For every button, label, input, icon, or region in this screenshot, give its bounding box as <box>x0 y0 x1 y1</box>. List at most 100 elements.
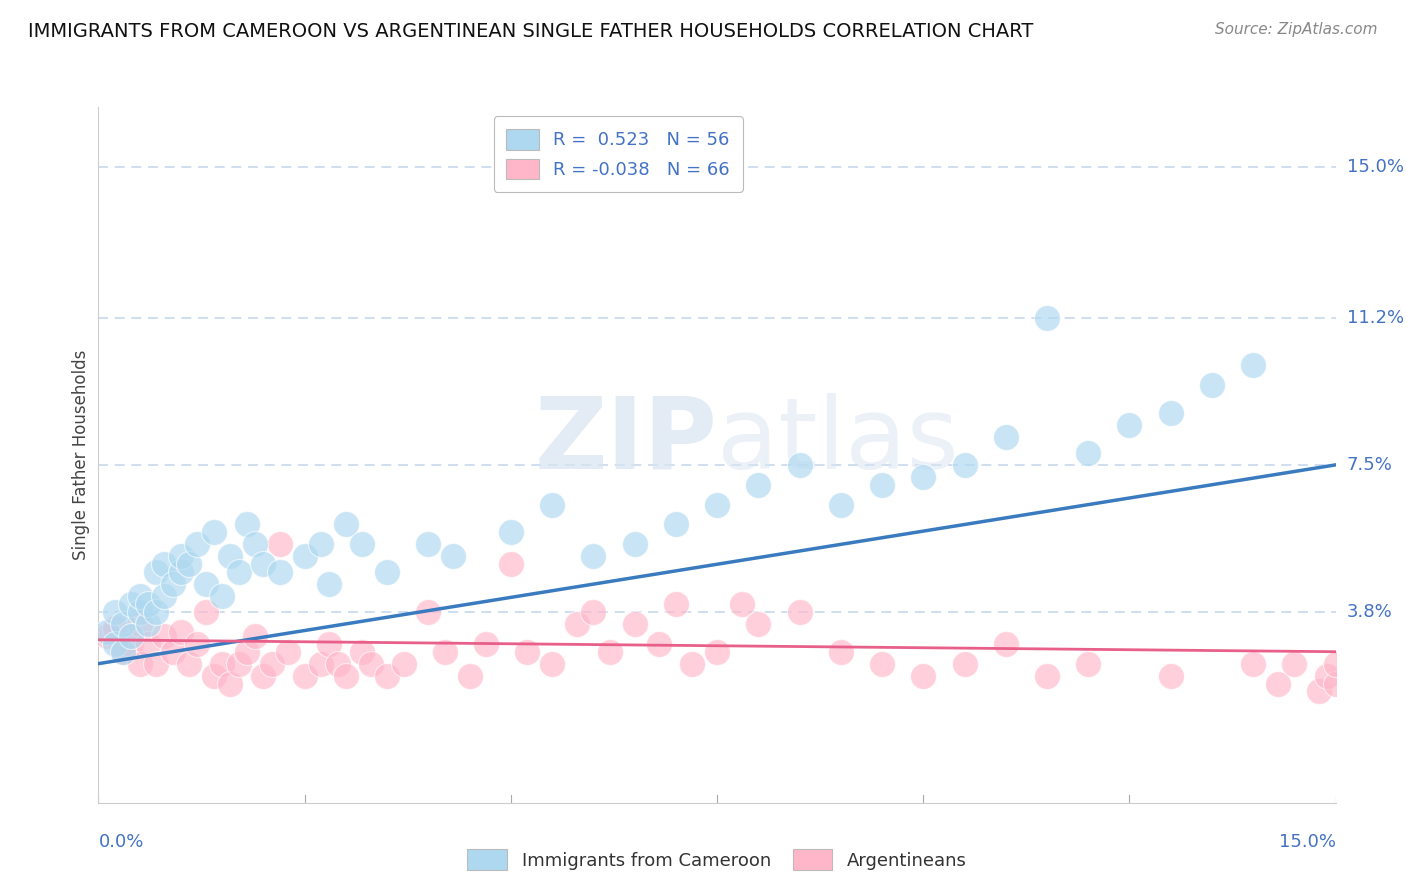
Point <box>1201 378 1223 392</box>
Point <box>441 549 464 564</box>
Text: Source: ZipAtlas.com: Source: ZipAtlas.com <box>1215 22 1378 37</box>
Point <box>120 629 142 643</box>
Point <box>375 565 398 579</box>
Point <box>236 517 259 532</box>
Point <box>294 549 316 564</box>
Point <box>153 629 176 643</box>
Point <box>499 558 522 572</box>
Point <box>136 597 159 611</box>
Point <box>458 668 481 682</box>
Legend: Immigrants from Cameroon, Argentineans: Immigrants from Cameroon, Argentineans <box>460 842 974 877</box>
Point <box>170 565 193 579</box>
Point <box>179 558 201 572</box>
Point <box>228 657 250 671</box>
Point <box>136 637 159 651</box>
Point <box>1160 668 1182 682</box>
Point <box>170 624 193 639</box>
Point <box>162 577 184 591</box>
Point <box>582 605 605 619</box>
Point <box>912 470 935 484</box>
Point <box>243 629 266 643</box>
Point <box>1324 657 1347 671</box>
Point <box>912 668 935 682</box>
Point <box>681 657 703 671</box>
Point <box>830 498 852 512</box>
Point <box>352 645 374 659</box>
Point <box>1241 359 1264 373</box>
Point <box>96 629 118 643</box>
Point <box>128 605 150 619</box>
Point <box>112 645 135 659</box>
Point <box>1077 657 1099 671</box>
Point <box>360 657 382 671</box>
Point <box>1308 684 1330 698</box>
Point <box>252 558 274 572</box>
Point <box>309 657 332 671</box>
Point <box>179 657 201 671</box>
Point <box>1036 668 1059 682</box>
Point <box>243 537 266 551</box>
Y-axis label: Single Father Households: Single Father Households <box>72 350 90 560</box>
Point <box>706 645 728 659</box>
Point <box>433 645 456 659</box>
Point <box>186 637 208 651</box>
Point <box>789 605 811 619</box>
Point <box>128 657 150 671</box>
Text: 0.0%: 0.0% <box>98 833 143 851</box>
Point <box>475 637 498 651</box>
Point <box>104 637 127 651</box>
Point <box>623 616 645 631</box>
Point <box>153 558 176 572</box>
Text: 7.5%: 7.5% <box>1347 456 1393 474</box>
Point <box>582 549 605 564</box>
Point <box>269 537 291 551</box>
Point <box>228 565 250 579</box>
Point <box>1160 406 1182 420</box>
Point <box>145 657 167 671</box>
Point <box>1036 310 1059 325</box>
Text: 11.2%: 11.2% <box>1347 309 1405 326</box>
Point <box>294 668 316 682</box>
Point <box>706 498 728 512</box>
Point <box>623 537 645 551</box>
Point <box>375 668 398 682</box>
Point <box>202 668 225 682</box>
Point <box>392 657 415 671</box>
Point <box>1118 418 1140 433</box>
Point <box>153 589 176 603</box>
Point <box>112 645 135 659</box>
Point <box>104 605 127 619</box>
Point <box>830 645 852 659</box>
Point <box>870 477 893 491</box>
Point <box>418 605 440 619</box>
Point <box>648 637 671 651</box>
Point <box>96 624 118 639</box>
Point <box>236 645 259 659</box>
Point <box>747 616 769 631</box>
Text: 15.0%: 15.0% <box>1278 833 1336 851</box>
Point <box>1284 657 1306 671</box>
Point <box>104 621 127 635</box>
Text: 15.0%: 15.0% <box>1347 158 1403 176</box>
Point <box>120 597 142 611</box>
Point <box>335 668 357 682</box>
Point <box>1241 657 1264 671</box>
Point <box>120 637 142 651</box>
Point <box>499 525 522 540</box>
Point <box>352 537 374 551</box>
Point <box>136 616 159 631</box>
Point <box>541 498 564 512</box>
Point <box>112 616 135 631</box>
Point <box>269 565 291 579</box>
Point <box>953 458 976 472</box>
Point <box>318 577 340 591</box>
Point <box>1077 446 1099 460</box>
Point <box>747 477 769 491</box>
Point <box>665 517 688 532</box>
Point <box>309 537 332 551</box>
Point <box>326 657 349 671</box>
Point <box>418 537 440 551</box>
Point <box>128 589 150 603</box>
Text: atlas: atlas <box>717 392 959 490</box>
Text: ZIP: ZIP <box>534 392 717 490</box>
